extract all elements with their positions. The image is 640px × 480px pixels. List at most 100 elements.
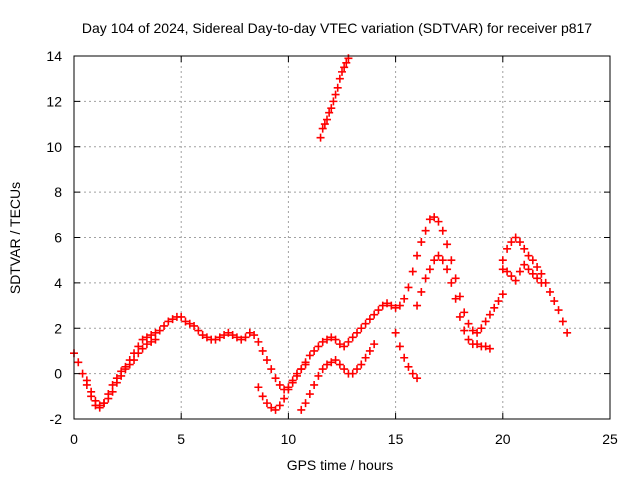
data-point <box>74 358 83 367</box>
data-point <box>142 333 151 342</box>
data-point <box>262 399 271 408</box>
data-point <box>421 274 430 283</box>
data-point <box>400 294 409 303</box>
data-point <box>340 63 349 72</box>
data-point <box>327 358 336 367</box>
data-point <box>314 371 323 380</box>
data-point <box>438 256 447 265</box>
data-point <box>151 328 160 337</box>
data-point <box>318 124 327 133</box>
data-point <box>325 108 334 117</box>
data-point <box>361 319 370 328</box>
data-point <box>447 256 456 265</box>
data-point <box>228 331 237 340</box>
data-point <box>524 251 533 260</box>
chart-title: Day 104 of 2024, Sidereal Day-to-day VTE… <box>82 20 592 36</box>
data-point <box>91 396 100 405</box>
data-point <box>537 278 546 287</box>
data-point <box>322 360 331 369</box>
data-point <box>267 403 276 412</box>
series-2 <box>254 360 310 414</box>
data-point <box>254 383 263 392</box>
data-point <box>451 274 460 283</box>
data-point <box>387 301 396 310</box>
data-point <box>335 74 344 83</box>
data-point <box>455 312 464 321</box>
series-7 <box>498 233 572 337</box>
data-point <box>335 360 344 369</box>
data-point <box>338 67 346 76</box>
data-point <box>292 369 301 378</box>
data-point <box>108 380 117 389</box>
y-tick-label: 14 <box>46 48 62 64</box>
data-point <box>344 337 353 346</box>
data-point <box>147 331 156 340</box>
series-4 <box>391 328 422 383</box>
data-point <box>477 324 486 333</box>
data-point <box>370 310 379 319</box>
data-point <box>468 326 477 335</box>
data-point <box>314 342 323 351</box>
data-point <box>316 133 325 142</box>
data-point <box>537 269 546 278</box>
data-point <box>524 265 533 274</box>
data-point <box>383 299 392 308</box>
data-point <box>473 340 482 349</box>
data-point <box>134 349 143 358</box>
data-point <box>417 238 426 247</box>
y-tick-label: 10 <box>46 139 62 155</box>
data-point <box>365 346 374 355</box>
data-point <box>485 310 494 319</box>
data-point <box>258 346 267 355</box>
data-points <box>70 54 572 414</box>
data-point <box>533 274 542 283</box>
data-point <box>95 401 104 410</box>
data-point <box>108 387 117 396</box>
x-tick-label: 15 <box>388 431 404 447</box>
data-point <box>147 337 156 346</box>
data-point <box>370 340 379 349</box>
data-point <box>329 97 338 106</box>
data-point <box>545 287 554 296</box>
data-point <box>434 217 443 226</box>
x-axis-label: GPS time / hours <box>287 457 394 473</box>
data-point <box>511 276 520 285</box>
data-point <box>327 104 336 113</box>
data-point <box>400 353 409 362</box>
data-point <box>335 340 344 349</box>
data-point <box>408 267 417 276</box>
gridlines <box>74 56 610 419</box>
data-point <box>318 337 327 346</box>
data-point <box>275 380 284 389</box>
data-point <box>558 317 567 326</box>
data-point <box>100 399 109 408</box>
series-5 <box>413 251 494 353</box>
x-tick-label: 0 <box>70 431 78 447</box>
data-point <box>374 306 383 315</box>
data-point <box>460 308 469 317</box>
data-point <box>305 390 314 399</box>
data-point <box>340 365 349 374</box>
data-point <box>451 294 460 303</box>
data-point <box>425 215 434 224</box>
data-point <box>460 326 469 335</box>
data-point <box>528 269 537 278</box>
data-point <box>395 342 404 351</box>
data-point <box>125 360 134 369</box>
data-point <box>340 342 349 351</box>
data-point <box>417 287 426 296</box>
data-point <box>443 265 452 274</box>
y-tick-label: 8 <box>54 184 62 200</box>
data-point <box>438 226 447 235</box>
data-point <box>331 335 340 344</box>
data-point <box>241 333 250 342</box>
data-point <box>511 233 520 242</box>
series-6 <box>316 54 353 142</box>
data-point <box>378 301 387 310</box>
data-point <box>320 120 329 129</box>
data-point <box>310 346 319 355</box>
data-point <box>503 267 512 276</box>
data-point <box>271 405 280 414</box>
data-point <box>134 342 143 351</box>
